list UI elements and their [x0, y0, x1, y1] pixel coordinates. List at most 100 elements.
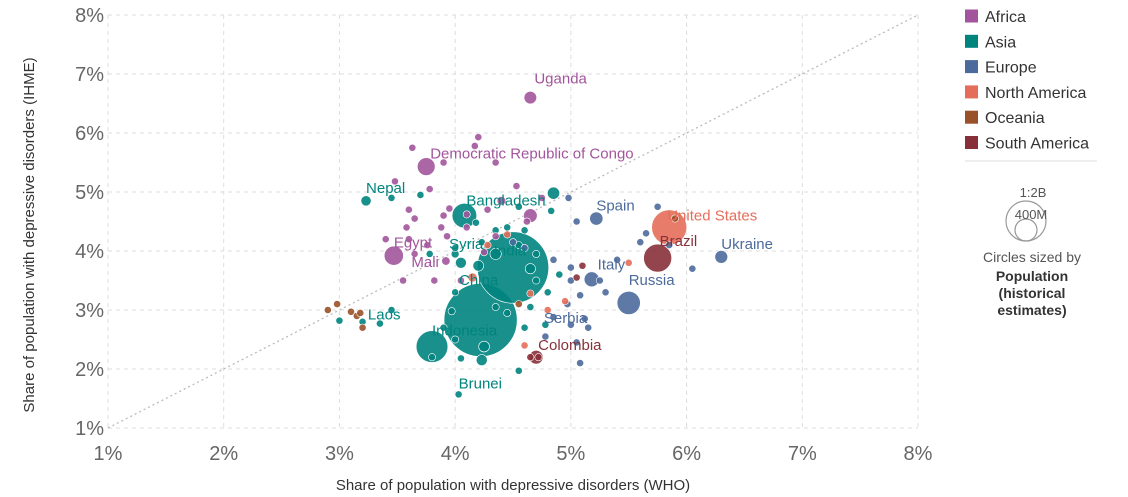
data-point	[541, 332, 550, 341]
data-point	[534, 353, 543, 362]
data-point	[439, 211, 448, 220]
legend-swatch-africa[interactable]	[965, 9, 978, 23]
legend-label-asia[interactable]: Asia	[985, 34, 1016, 51]
y-tick-label: 4%	[75, 241, 104, 263]
data-point	[576, 359, 585, 367]
data-point	[538, 193, 546, 202]
point-labels: Uganda Democratic Republic of Congo Nepal B…	[366, 71, 773, 393]
data-point	[470, 142, 479, 150]
label-italy: Italy	[598, 256, 626, 273]
y-axis-ticks: 1% 2% 3% 4% 5% 6% 7% 8%	[75, 5, 104, 440]
y-tick-label: 6%	[75, 123, 104, 145]
data-point	[543, 306, 552, 314]
y-tick-label: 8%	[75, 5, 104, 27]
legend-label-europe[interactable]: Europe	[985, 60, 1037, 77]
x-tick-label: 6%	[672, 443, 701, 465]
data-point	[423, 241, 432, 249]
point-mali	[441, 256, 451, 266]
data-point	[636, 238, 645, 247]
data-point	[522, 217, 531, 226]
data-point	[561, 297, 569, 306]
data-point	[425, 250, 434, 258]
size-legend-small-circle	[1014, 218, 1038, 242]
data-point	[472, 260, 484, 272]
legend-swatch-south-america[interactable]	[965, 136, 978, 149]
reference-line-y-equals-x	[107, 14, 919, 429]
data-point	[572, 217, 581, 226]
legend-label-south-america[interactable]: South America	[985, 136, 1089, 153]
x-tick-label: 1%	[94, 443, 123, 465]
data-point	[601, 288, 610, 297]
data-point	[387, 306, 396, 314]
legend-label-north-america[interactable]: North America	[985, 85, 1086, 102]
label-nepal: Nepal	[366, 180, 405, 197]
size-legend-caption-line3: (historical	[999, 285, 1066, 301]
x-tick-label: 3%	[325, 443, 354, 465]
y-tick-label: 5%	[75, 182, 104, 204]
data-point	[402, 223, 411, 232]
data-point	[451, 288, 460, 297]
data-point	[387, 193, 396, 202]
point-brazil	[643, 243, 672, 273]
data-point	[532, 250, 541, 258]
label-spain: Spain	[596, 198, 634, 215]
data-point	[584, 323, 593, 332]
point-serbia	[566, 320, 575, 329]
data-point	[688, 264, 697, 273]
point-brunei	[454, 390, 463, 399]
data-point	[410, 250, 419, 258]
data-point	[520, 244, 529, 252]
data-point	[520, 226, 529, 235]
legend-label-africa[interactable]: Africa	[985, 9, 1026, 26]
data-point	[503, 223, 512, 232]
data-point	[430, 276, 439, 285]
data-point	[457, 276, 465, 285]
size-legend: 1:2B 400M Circles sized by Population (h…	[983, 185, 1081, 318]
data-point	[547, 186, 560, 200]
data-point	[595, 276, 604, 285]
data-point	[543, 288, 552, 297]
legend-swatch-asia[interactable]	[965, 34, 978, 48]
label-mali: Mali	[411, 254, 439, 271]
data-point	[347, 307, 355, 316]
point-laos	[376, 319, 384, 328]
point-nepal	[360, 195, 372, 207]
x-tick-label: 4%	[441, 443, 470, 465]
region-legend: Africa Asia Europe North America Oceania Sout…	[965, 9, 1097, 162]
data-point	[524, 263, 536, 275]
data-point	[335, 316, 344, 325]
x-axis-ticks: 1% 2% 3% 4% 5% 6% 7% 8%	[94, 443, 933, 465]
label-syria: Syria	[449, 236, 484, 253]
label-brunei: Brunei	[459, 375, 502, 392]
data-point	[462, 223, 471, 232]
legend-swatch-north-america[interactable]	[965, 85, 978, 99]
size-legend-small-label: 400M	[1015, 207, 1048, 222]
data-point	[624, 258, 633, 267]
data-point	[532, 276, 541, 285]
x-tick-label: 8%	[904, 443, 933, 465]
legend-label-oceania[interactable]: Oceania	[985, 110, 1045, 127]
data-point	[462, 210, 471, 219]
data-point	[408, 143, 417, 152]
data-point	[541, 320, 550, 329]
data-point	[549, 255, 558, 264]
data-point	[555, 270, 564, 279]
data-point	[503, 230, 512, 239]
data-point	[520, 341, 529, 350]
data-point	[437, 223, 446, 232]
label-united-states: United States	[667, 207, 757, 224]
legend-swatch-oceania[interactable]	[965, 110, 978, 124]
label-uganda: Uganda	[534, 71, 587, 88]
size-legend-caption-line4: estimates)	[997, 302, 1066, 318]
data-point	[475, 354, 488, 367]
point-egypt	[383, 245, 404, 266]
data-point	[503, 309, 512, 317]
label-colombia: Colombia	[538, 337, 602, 354]
data-point	[447, 307, 456, 316]
data-point	[520, 323, 529, 332]
data-points	[323, 91, 729, 399]
size-legend-caption-line1: Circles sized by	[983, 249, 1081, 265]
size-legend-large-label: 1:2B	[1020, 185, 1047, 200]
legend-swatch-europe[interactable]	[965, 60, 978, 74]
